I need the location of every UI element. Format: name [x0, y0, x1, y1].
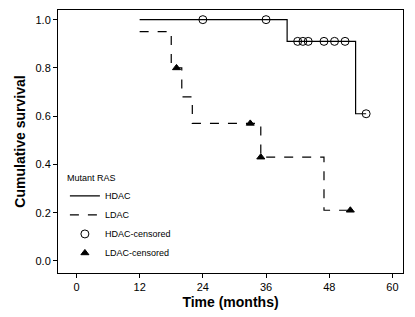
- svg-text:24: 24: [197, 281, 209, 293]
- svg-text:LDAC: LDAC: [105, 210, 130, 220]
- svg-text:HDAC-censored: HDAC-censored: [105, 229, 171, 239]
- svg-text:HDAC: HDAC: [105, 191, 131, 201]
- svg-text:0: 0: [73, 281, 79, 293]
- svg-text:0.0: 0.0: [36, 255, 51, 267]
- svg-text:LDAC-censored: LDAC-censored: [105, 248, 169, 258]
- svg-text:Mutant RAS: Mutant RAS: [67, 173, 116, 183]
- svg-text:12: 12: [134, 281, 146, 293]
- svg-text:0.4: 0.4: [36, 158, 51, 170]
- svg-text:Time (months): Time (months): [182, 294, 278, 310]
- svg-text:48: 48: [323, 281, 335, 293]
- svg-text:1.0: 1.0: [36, 14, 51, 26]
- svg-text:Cumulative survival: Cumulative survival: [12, 75, 28, 207]
- svg-text:60: 60: [386, 281, 398, 293]
- svg-text:0.8: 0.8: [36, 62, 51, 74]
- svg-text:0.6: 0.6: [36, 110, 51, 122]
- svg-text:0.2: 0.2: [36, 207, 51, 219]
- svg-text:36: 36: [260, 281, 272, 293]
